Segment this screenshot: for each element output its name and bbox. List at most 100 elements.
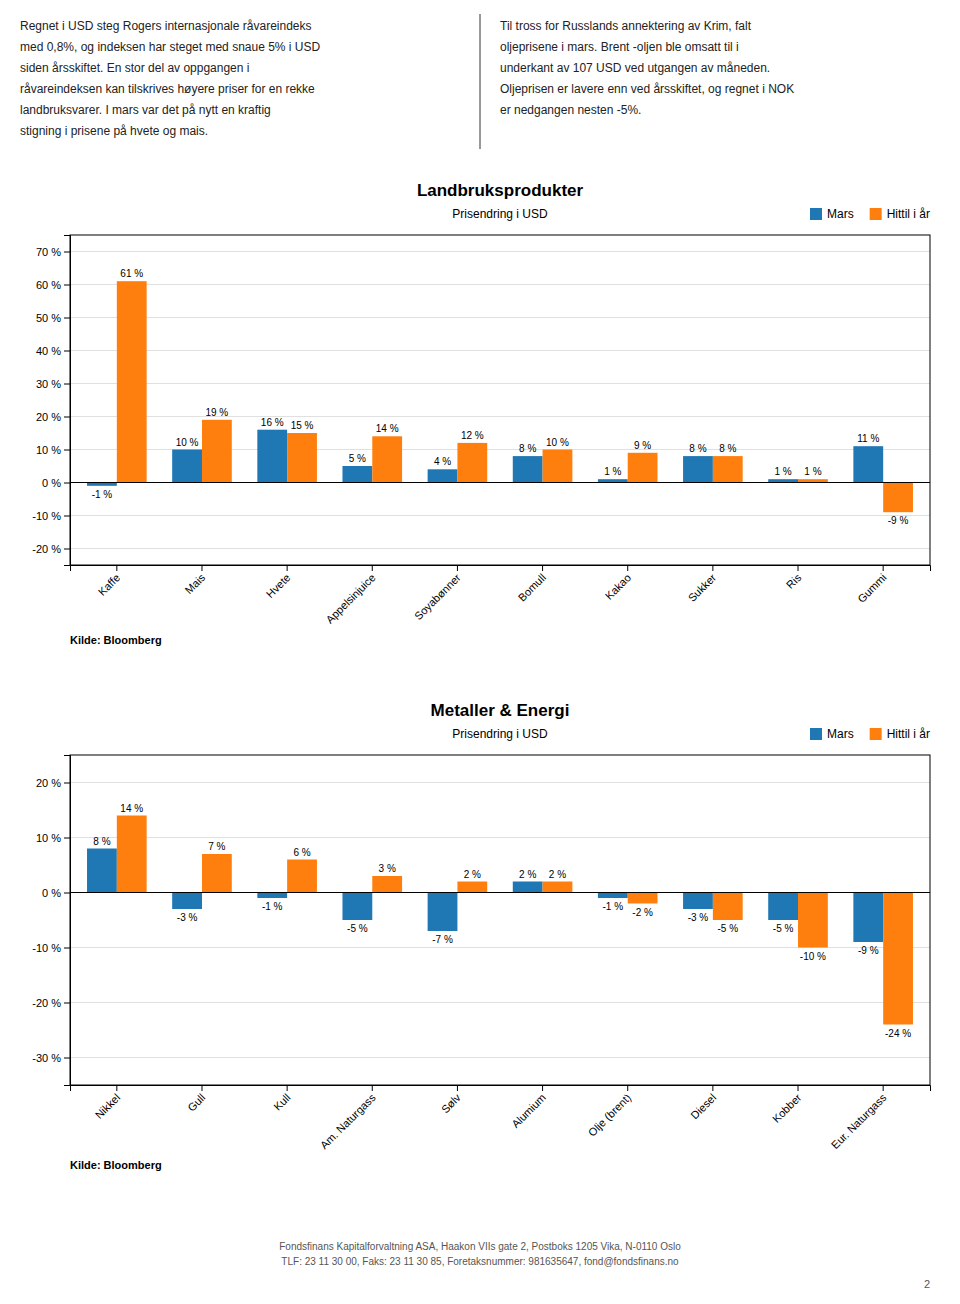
data-label: 2 %: [464, 869, 481, 880]
grid-line: [70, 892, 930, 893]
bar: [342, 893, 372, 921]
zero-line: [70, 482, 930, 483]
bar: [598, 893, 628, 899]
data-label: 14 %: [120, 803, 143, 814]
x-tick: Ris: [784, 565, 804, 591]
y-tick: 50 %: [36, 312, 70, 324]
x-tick: Alumium: [509, 1085, 548, 1130]
data-label: 2 %: [519, 869, 536, 880]
legend-swatch: [870, 728, 882, 740]
grid-line: [70, 251, 930, 252]
footer-text: TLF: 23 11 30 00, Faks: 23 11 30 85, For…: [281, 1256, 679, 1267]
y-tick-mark: [64, 285, 70, 286]
intro-text-left: med 0,8%, og indeksen har steget med sna…: [20, 40, 321, 54]
y-tick-mark: [64, 384, 70, 385]
y-tick-label: 40 %: [36, 345, 61, 357]
x-tick-label: Sølv: [439, 1091, 463, 1115]
x-tick-label: Sukker: [686, 571, 719, 604]
data-label: -3 %: [688, 912, 709, 923]
bar: [117, 281, 147, 482]
bar: [798, 893, 828, 948]
y-tick-label: 20 %: [36, 777, 61, 789]
x-tick-label: Bomull: [516, 571, 548, 603]
grid: [70, 252, 930, 549]
data-label: -1 %: [262, 901, 283, 912]
bar: [287, 433, 317, 483]
bar: [172, 450, 202, 483]
y-tick-mark: [64, 783, 70, 784]
data-label: 4 %: [434, 456, 451, 467]
footer-text: Fondsfinans Kapitalforvaltning ASA, Haak…: [279, 1241, 681, 1252]
x-tick-label: Gummi: [855, 571, 889, 605]
legend-label: Mars: [827, 207, 854, 221]
bar: [457, 882, 487, 893]
legend-item: Hittil i år: [870, 727, 930, 741]
x-tick-mark: [116, 565, 117, 571]
x-tick-mark: [372, 1085, 373, 1091]
y-tick-mark: [64, 351, 70, 352]
y-tick: 30 %: [36, 378, 70, 390]
x-tick-mark: [116, 1085, 117, 1091]
y-tick-mark: [64, 893, 70, 894]
y-axis: -30 %-20 %-10 %0 %10 %20 %: [32, 756, 70, 1086]
y-tick: 20 %: [36, 411, 70, 423]
y-tick: 10 %: [36, 444, 70, 456]
bar: [883, 483, 913, 513]
x-tick: Olje (brent): [586, 1085, 633, 1139]
plot-frame: [70, 755, 930, 1085]
x-tick-label: Kull: [271, 1091, 292, 1112]
y-tick-mark: [64, 483, 70, 484]
bar: [853, 893, 883, 943]
x-tick: Eur. Naturgass: [829, 1085, 889, 1151]
intro-text-left: råvareindeksen kan tilskrives høyere pri…: [20, 82, 315, 96]
chart: -30 %-20 %-10 %0 %10 %20 %NikkelGullKull…: [32, 701, 930, 1171]
data-label: -1 %: [603, 901, 624, 912]
x-tick-mark: [883, 565, 884, 571]
x-tick: Am. Naturgass: [318, 1085, 378, 1151]
x-tick-mark: [712, 1085, 713, 1091]
y-tick-label: -30 %: [32, 1052, 61, 1064]
grid-line: [70, 482, 930, 483]
intro-text-right: oljeprisene i mars. Brent -oljen ble oms…: [500, 40, 739, 54]
grid-line: [70, 782, 930, 783]
bar: [628, 453, 658, 483]
legend-swatch: [810, 728, 822, 740]
bar: [428, 893, 458, 932]
bars: [87, 281, 913, 512]
bar: [683, 456, 713, 482]
y-tick-label: 0 %: [42, 887, 61, 899]
data-label: -9 %: [858, 945, 879, 956]
y-tick: 70 %: [36, 246, 70, 258]
chart-subtitle: Prisendring i USD: [452, 207, 548, 221]
y-tick-label: -10 %: [32, 942, 61, 954]
y-tick-label: -10 %: [32, 510, 61, 522]
x-tick-label: Hvete: [264, 571, 293, 600]
intro-text-left: landbruksvarer. I mars var det på nytt e…: [20, 103, 271, 117]
bar: [87, 849, 117, 893]
divider: [480, 14, 481, 149]
legend: MarsHittil i år: [810, 727, 930, 741]
x-tick: Diesel: [688, 1085, 718, 1121]
x-tick-mark: [542, 565, 543, 571]
x-tick-mark: [627, 565, 628, 571]
x-tick-mark: [542, 1085, 543, 1091]
data-label: 19 %: [205, 407, 228, 418]
x-tick: Sølv: [439, 1085, 463, 1115]
bar: [713, 893, 743, 921]
bar: [543, 450, 573, 483]
x-tick: Gull: [185, 1085, 207, 1114]
x-tick: Nikkel: [93, 1085, 123, 1121]
data-label: 10 %: [546, 437, 569, 448]
data-label: 6 %: [293, 847, 310, 858]
bar: [257, 430, 287, 483]
y-tick: 10 %: [36, 832, 70, 844]
y-tick-mark: [64, 549, 70, 550]
x-tick-mark: [883, 1085, 884, 1091]
y-tick-mark: [64, 417, 70, 418]
x-tick-mark: [798, 1085, 799, 1091]
y-tick-mark: [64, 948, 70, 949]
data-label: -7 %: [432, 934, 453, 945]
data-label: 8 %: [519, 443, 536, 454]
y-tick: -30 %: [32, 1052, 70, 1064]
data-label: 7 %: [208, 841, 225, 852]
